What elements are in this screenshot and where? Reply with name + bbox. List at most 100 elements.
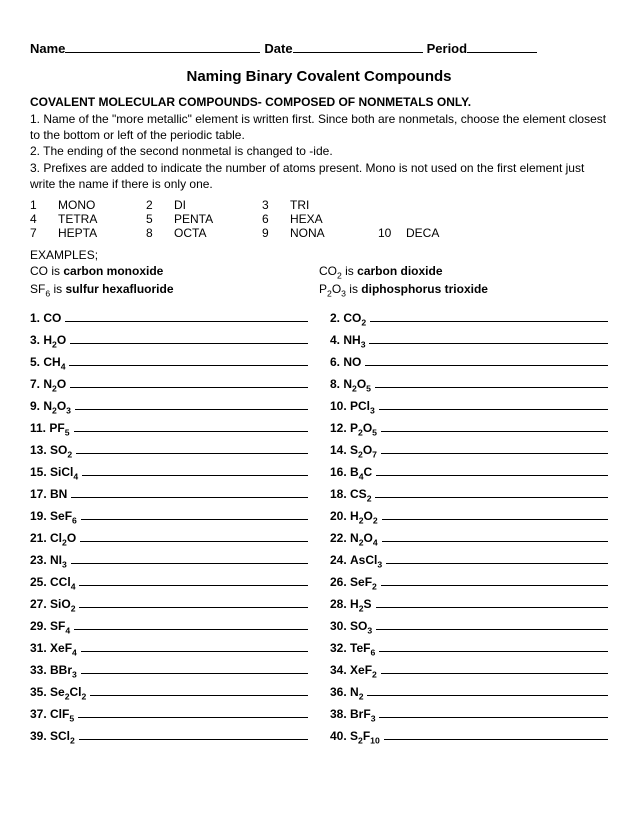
problem-row: 10. PCl3 bbox=[330, 398, 608, 413]
answer-blank[interactable] bbox=[82, 464, 308, 476]
problem-row: 8. N2O5 bbox=[330, 376, 608, 391]
answer-blank[interactable] bbox=[386, 552, 608, 564]
problem-formula: CO2 bbox=[343, 311, 366, 325]
prefix-name: HEPTA bbox=[58, 226, 146, 240]
answer-blank[interactable] bbox=[379, 640, 608, 652]
answer-blank[interactable] bbox=[71, 486, 308, 498]
problem-number: 25. bbox=[30, 575, 50, 589]
name-blank[interactable] bbox=[65, 40, 260, 53]
answer-blank[interactable] bbox=[382, 508, 608, 520]
problem-row: 24. AsCl3 bbox=[330, 552, 608, 567]
problem-formula: N2O bbox=[43, 377, 66, 391]
prefix-number: 7 bbox=[30, 226, 58, 240]
problem-number: 24. bbox=[330, 553, 350, 567]
page-title: Naming Binary Covalent Compounds bbox=[30, 68, 608, 85]
problem-formula: H2O2 bbox=[350, 509, 378, 523]
problem-number: 5. bbox=[30, 355, 43, 369]
problem-formula: ClF5 bbox=[50, 707, 74, 721]
problem-formula: AsCl3 bbox=[350, 553, 382, 567]
problem-formula: N2 bbox=[350, 685, 363, 699]
problem-formula: H2O bbox=[43, 333, 66, 347]
answer-blank[interactable] bbox=[70, 376, 308, 388]
answer-blank[interactable] bbox=[375, 376, 608, 388]
period-blank[interactable] bbox=[467, 40, 537, 53]
prefix-name: OCTA bbox=[174, 226, 262, 240]
answer-blank[interactable] bbox=[74, 420, 309, 432]
problem-number: 31. bbox=[30, 641, 50, 655]
header-fields: Name Date Period bbox=[30, 40, 608, 56]
answer-blank[interactable] bbox=[79, 574, 308, 586]
answer-blank[interactable] bbox=[81, 662, 308, 674]
problem-formula: CS2 bbox=[350, 487, 371, 501]
problem-formula: P2O5 bbox=[350, 421, 377, 435]
answer-blank[interactable] bbox=[90, 684, 308, 696]
problem-number: 38. bbox=[330, 707, 350, 721]
answer-blank[interactable] bbox=[381, 662, 608, 674]
problem-row: 23. NI3 bbox=[30, 552, 308, 567]
answer-blank[interactable] bbox=[70, 332, 308, 344]
problem-row: 29. SF4 bbox=[30, 618, 308, 633]
problem-row: 13. SO2 bbox=[30, 442, 308, 457]
answer-blank[interactable] bbox=[381, 420, 608, 432]
answer-blank[interactable] bbox=[78, 706, 308, 718]
answer-blank[interactable] bbox=[79, 596, 308, 608]
prefix-number: 2 bbox=[146, 198, 174, 212]
answer-blank[interactable] bbox=[382, 530, 608, 542]
problem-row: 32. TeF6 bbox=[330, 640, 608, 655]
answer-blank[interactable] bbox=[369, 332, 608, 344]
answer-blank[interactable] bbox=[367, 684, 608, 696]
problem-number: 29. bbox=[30, 619, 50, 633]
answer-blank[interactable] bbox=[74, 618, 308, 630]
problem-number: 36. bbox=[330, 685, 350, 699]
problem-row: 34. XeF2 bbox=[330, 662, 608, 677]
answer-blank[interactable] bbox=[379, 706, 608, 718]
problem-number: 14. bbox=[330, 443, 350, 457]
problem-row: 9. N2O3 bbox=[30, 398, 308, 413]
answer-blank[interactable] bbox=[381, 442, 608, 454]
problem-formula: CCl4 bbox=[50, 575, 75, 589]
answer-blank[interactable] bbox=[80, 530, 308, 542]
answer-blank[interactable] bbox=[370, 310, 608, 322]
problem-number: 40. bbox=[330, 729, 350, 743]
answer-blank[interactable] bbox=[65, 310, 308, 322]
answer-blank[interactable] bbox=[379, 398, 608, 410]
problem-formula: SO3 bbox=[350, 619, 372, 633]
rules-block: 1. Name of the "more metallic" element i… bbox=[30, 111, 608, 192]
problem-row: 12. P2O5 bbox=[330, 420, 608, 435]
answer-blank[interactable] bbox=[376, 596, 609, 608]
problem-number: 35. bbox=[30, 685, 50, 699]
answer-blank[interactable] bbox=[376, 464, 608, 476]
problem-formula: BrF3 bbox=[350, 707, 375, 721]
answer-blank[interactable] bbox=[81, 508, 308, 520]
answer-blank[interactable] bbox=[384, 728, 608, 740]
problem-formula: CH4 bbox=[43, 355, 65, 369]
answer-blank[interactable] bbox=[79, 728, 308, 740]
examples-grid: CO is carbon monoxideCO2 is carbon dioxi… bbox=[30, 262, 608, 298]
date-field: Date bbox=[264, 40, 422, 56]
problem-number: 22. bbox=[330, 531, 350, 545]
problem-number: 13. bbox=[30, 443, 50, 457]
problem-row: 6. NO bbox=[330, 354, 608, 369]
answer-blank[interactable] bbox=[376, 618, 608, 630]
answer-blank[interactable] bbox=[76, 442, 308, 454]
answer-blank[interactable] bbox=[69, 354, 308, 366]
answer-blank[interactable] bbox=[75, 398, 308, 410]
problems-grid: 1. CO2. CO23. H2O4. NH35. CH46. NO7. N2O… bbox=[30, 310, 608, 743]
problem-row: 5. CH4 bbox=[30, 354, 308, 369]
problem-number: 33. bbox=[30, 663, 50, 677]
answer-blank[interactable] bbox=[375, 486, 608, 498]
problem-formula: S2F10 bbox=[350, 729, 380, 743]
problem-formula: PCl3 bbox=[350, 399, 375, 413]
date-blank[interactable] bbox=[293, 40, 423, 53]
answer-blank[interactable] bbox=[71, 552, 308, 564]
problem-formula: H2S bbox=[350, 597, 371, 611]
answer-blank[interactable] bbox=[365, 354, 608, 366]
problem-row: 31. XeF4 bbox=[30, 640, 308, 655]
problem-row: 7. N2O bbox=[30, 376, 308, 391]
problem-formula: CO bbox=[43, 311, 61, 325]
answer-blank[interactable] bbox=[381, 574, 608, 586]
problem-number: 11. bbox=[30, 421, 49, 435]
prefix-number: 6 bbox=[262, 212, 290, 226]
answer-blank[interactable] bbox=[81, 640, 308, 652]
subheading: COVALENT MOLECULAR COMPOUNDS- COMPOSED O… bbox=[30, 95, 608, 109]
